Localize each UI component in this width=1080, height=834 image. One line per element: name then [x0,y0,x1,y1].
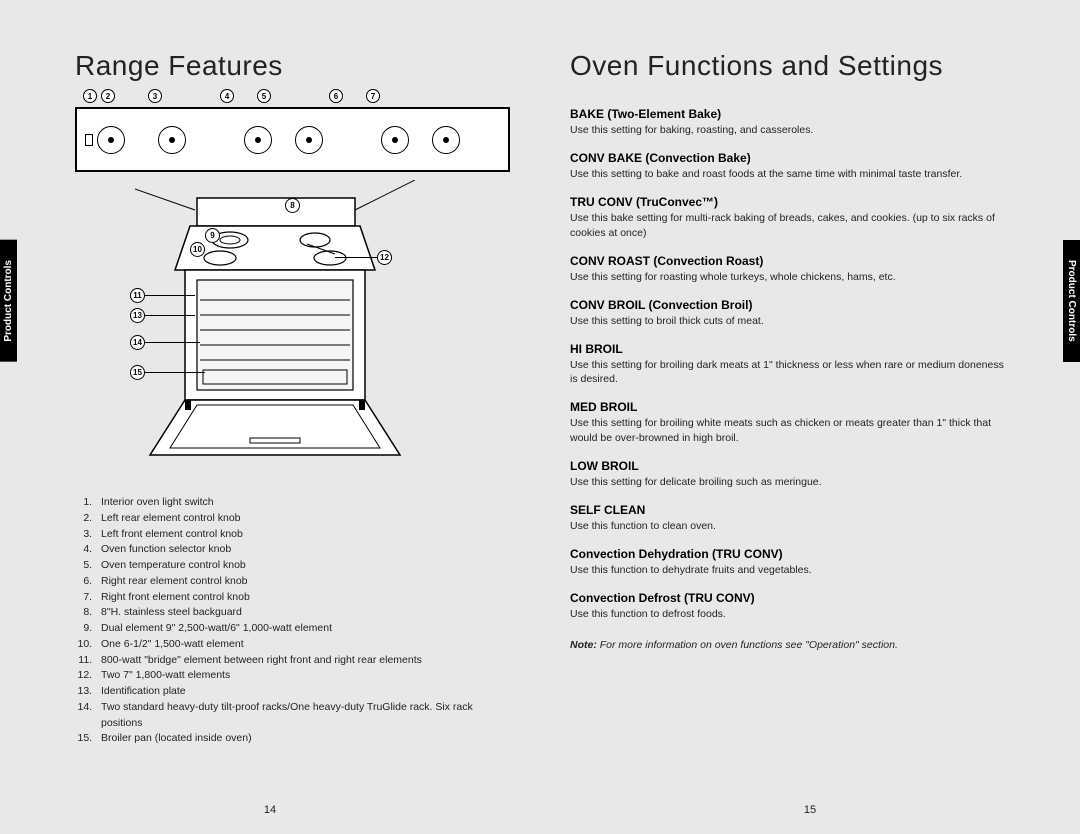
note-label: Note: [570,639,597,651]
side-callout-14: 14 [130,335,145,350]
left-page: Product Controls Range Features 1 2 3 4 … [0,0,540,834]
functions-list: BAKE (Two-Element Bake) Use this setting … [570,107,1005,621]
feature-item: Left front element control knob [95,527,510,543]
note: Note: For more information on oven funct… [570,639,1005,651]
function-desc: Use this function to clean oven. [570,519,1005,533]
side-callout-10: 10 [190,242,205,257]
side-callout-11: 11 [130,288,145,303]
feature-item: Dual element 9" 2,500-watt/6" 1,000-watt… [95,621,510,637]
function-desc: Use this bake setting for multi-rack bak… [570,211,1005,239]
callout-4: 4 [220,89,234,103]
function-title: BAKE (Two-Element Bake) [570,107,1005,121]
function-desc: Use this function to defrost foods. [570,607,1005,621]
side-callout-12: 12 [377,250,392,265]
function-title: SELF CLEAN [570,503,1005,517]
side-tab-left: Product Controls [0,240,17,362]
function-desc: Use this setting for roasting whole turk… [570,270,1005,284]
function-title: LOW BROIL [570,459,1005,473]
function-desc: Use this function to dehydrate fruits an… [570,563,1005,577]
callout-3: 3 [148,89,162,103]
range-drawing: 8 9 10 11 12 13 14 15 [75,180,510,480]
side-tab-right: Product Controls [1063,240,1080,362]
side-callout-13: 13 [130,308,145,323]
note-text: For more information on oven functions s… [597,639,898,651]
callout-2: 2 [101,89,115,103]
function-desc: Use this setting to broil thick cuts of … [570,314,1005,328]
side-callout-9: 9 [205,228,220,243]
feature-item: Two 7" 1,800-watt elements [95,668,510,684]
callout-5: 5 [257,89,271,103]
function-desc: Use this setting for broiling dark meats… [570,358,1005,386]
function-desc: Use this setting for broiling white meat… [570,416,1005,444]
feature-list: Interior oven light switch Left rear ele… [75,495,510,747]
feature-item: One 6-1/2" 1,500-watt element [95,637,510,653]
feature-item: 8"H. stainless steel backguard [95,605,510,621]
right-page: Product Controls Oven Functions and Sett… [540,0,1080,834]
function-desc: Use this setting to bake and roast foods… [570,167,1005,181]
feature-item: Right front element control knob [95,590,510,606]
function-title: MED BROIL [570,400,1005,414]
feature-item: Right rear element control knob [95,574,510,590]
function-title: CONV BROIL (Convection Broil) [570,298,1005,312]
function-desc: Use this setting for baking, roasting, a… [570,123,1005,137]
function-title: Convection Dehydration (TRU CONV) [570,547,1005,561]
left-title: Range Features [75,50,510,82]
side-callout-15: 15 [130,365,145,380]
function-desc: Use this setting for delicate broiling s… [570,475,1005,489]
feature-item: Oven function selector knob [95,542,510,558]
control-panel-diagram: 1 2 3 4 5 6 7 [75,107,510,172]
callout-7: 7 [366,89,380,103]
right-title: Oven Functions and Settings [570,50,1005,82]
feature-item: Interior oven light switch [95,495,510,511]
feature-item: 800-watt "bridge" element between right … [95,653,510,669]
feature-item: Oven temperature control knob [95,558,510,574]
feature-item: Left rear element control knob [95,511,510,527]
function-title: TRU CONV (TruConvec™) [570,195,1005,209]
function-title: HI BROIL [570,342,1005,356]
feature-item: Two standard heavy-duty tilt-proof racks… [95,700,510,732]
feature-item: Broiler pan (located inside oven) [95,731,510,747]
page-number-left: 14 [264,804,276,816]
page-number-right: 15 [804,804,816,816]
function-title: CONV BAKE (Convection Bake) [570,151,1005,165]
function-title: Convection Defrost (TRU CONV) [570,591,1005,605]
side-callout-8: 8 [285,198,300,213]
function-title: CONV ROAST (Convection Roast) [570,254,1005,268]
feature-item: Identification plate [95,684,510,700]
callout-6: 6 [329,89,343,103]
callout-1: 1 [83,89,97,103]
